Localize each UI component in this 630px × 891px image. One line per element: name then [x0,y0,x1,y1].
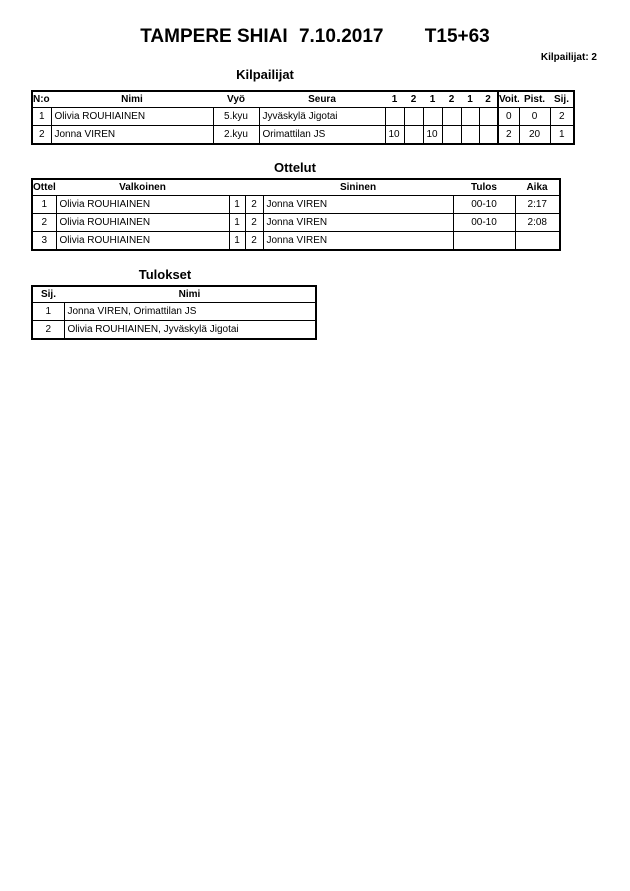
column-header: N:o [33,94,50,105]
kilpailijat-heading: Kilpailijat [236,67,294,82]
column-header: Vyö [227,94,245,105]
table-row: 1 Jonna VIREN, Orimattilan JS [31,302,317,321]
table-cell: 20 [518,125,551,145]
column-header: 1 [391,94,398,105]
table-cell [441,107,462,126]
table-cell [403,125,424,145]
table-cell [514,231,561,251]
table-cell [460,125,480,145]
table-row: 3 Olivia ROUHIAINEN 1 2 Jonna VIREN [31,231,561,251]
event-date: 7.10.2017 [298,26,384,47]
table-cell [384,107,405,126]
table-cell: Jonna VIREN [262,231,454,251]
column-header: Tulos [471,182,497,193]
matches-table: OtteluValkoinenSininenTulosAika1Olivia R… [31,178,561,251]
table-cell: 10 [384,125,405,145]
table-cell: 00-10 [452,213,516,232]
table-cell: 1 [228,213,246,232]
table-cell: 2 [244,195,264,214]
column-header: Pist. [523,94,546,105]
table-cell: 10 [422,125,443,145]
table-cell: 1 [31,302,65,321]
table-cell: 0 [497,107,520,126]
table-cell: Olivia ROUHIAINEN [55,231,230,251]
table-cell: 0 [518,107,551,126]
table-cell: Jyväskylä Jigotai [258,107,386,126]
table-cell [478,107,499,126]
competitor-count: Kilpailijat: 2 [540,52,597,63]
table-cell: 2 [497,125,520,145]
table-cell [460,107,480,126]
column-header [245,179,263,196]
column-header [229,179,245,196]
table-cell: 2 [244,213,264,232]
table-cell: Olivia ROUHIAINEN [55,213,230,232]
column-header: Nimi [121,94,143,105]
table-cell: 1 [31,195,57,214]
column-header: Ottelu [33,182,56,193]
table-cell: 2 [549,107,575,126]
table-cell: 1 [228,231,246,251]
table-cell: Jonna VIREN [50,125,214,145]
column-header: Aika [526,182,548,193]
table-cell: 2 [31,213,57,232]
competitors-table: N:o Nimi Vyö Seura 1 2 1 2 1 2 Voit. Pist. Sij. 1 Oliv… [31,90,575,145]
column-header: Valkoinen [119,182,166,193]
table-cell: Jonna VIREN [262,195,454,214]
table-cell: 2 [31,125,52,145]
table-cell: 1 [549,125,575,145]
column-header: Sininen [339,182,377,193]
table-cell: 5.kyu [212,107,260,126]
table-cell: 2.kyu [212,125,260,145]
table-cell: 1 [228,195,246,214]
table-cell: Jonna VIREN, Orimattilan JS [63,302,317,321]
table-cell: Olivia ROUHIAINEN [55,195,230,214]
header-row: N:o Nimi Vyö Seura 1 2 1 2 1 2 Voit. Pist. Sij. [32,91,574,108]
table-cell: 2:08 [514,213,561,232]
tulokset-heading: Tulokset [138,267,192,282]
column-header: Sij. [40,289,56,300]
page-title: TAMPERE SHIAI 7.10.2017 T15+63 [0,26,630,48]
header-row: Sij. Nimi [32,286,316,303]
table-cell: 1 [31,107,52,126]
table-cell: Olivia ROUHIAINEN [50,107,214,126]
table-row: 2 Olivia ROUHIAINEN 1 2 Jonna VIREN 00-10 2:08 [31,213,561,232]
table-cell: 00-10 [452,195,516,214]
column-header: Nimi [178,289,201,300]
column-header: Seura [308,94,336,105]
column-header: 1 [467,94,473,105]
column-header: Sij. [553,94,569,105]
results-table: Sij. Nimi 1 Jonna VIREN, Orimattilan JS 2 Oli… [31,285,317,340]
column-header: 1 [429,94,436,105]
table-cell: Orimattilan JS [258,125,386,145]
table-row: 1 Olivia ROUHIAINEN 5.kyu Jyväskylä Jigotai… [31,107,575,126]
table-cell [478,125,499,145]
table-cell: 2 [31,320,65,340]
table-cell: 3 [31,231,57,251]
column-header: 2 [485,94,491,105]
table-cell [441,125,462,145]
table-cell [422,107,443,126]
table-cell: Jonna VIREN [262,213,454,232]
ottelut-heading: Ottelut [274,160,316,175]
table-cell [452,231,516,251]
table-row: 1 Olivia ROUHIAINEN 1 2 Jonna VIREN 00-10 2:17 [31,195,561,214]
table-row: 2 Jonna VIREN 2.kyu Orimattilan JS 10 10 2 20 1 [31,125,575,145]
column-header: 2 [410,94,417,105]
column-header: Voit. [497,91,519,108]
table-row: 2 Olivia ROUHIAINEN, Jyväskylä Jigotai [31,320,317,340]
table-cell [403,107,424,126]
table-cell: 2:17 [514,195,561,214]
category: T15+63 [424,26,490,47]
event-name: TAMPERE SHIAI [140,26,288,47]
header-row: Ottelu Valkoinen Sininen Tulos Aika [32,179,560,196]
table-cell: 2 [244,231,264,251]
column-header: 2 [448,94,455,105]
table-cell: Olivia ROUHIAINEN, Jyväskylä Jigotai [63,320,317,340]
